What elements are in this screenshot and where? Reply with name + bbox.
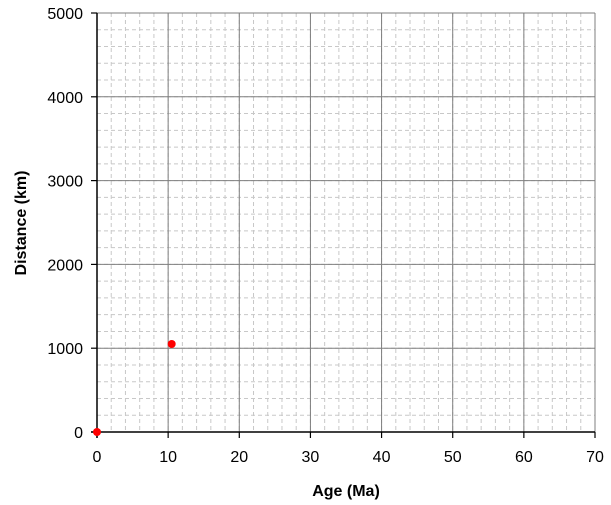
data-point bbox=[93, 428, 101, 436]
x-tick-label: 10 bbox=[159, 449, 177, 466]
x-tick-label: 70 bbox=[586, 449, 604, 466]
x-tick-label: 20 bbox=[230, 449, 248, 466]
x-tick-label: 60 bbox=[515, 449, 533, 466]
plot-area bbox=[97, 13, 595, 432]
y-tick-label: 3000 bbox=[47, 174, 83, 191]
axes bbox=[91, 12, 596, 438]
y-tick-label: 2000 bbox=[47, 257, 83, 274]
x-tick-label: 0 bbox=[93, 449, 102, 466]
x-tick-labels: 0 10 20 30 40 50 60 70 bbox=[93, 449, 604, 466]
x-tick-label: 30 bbox=[302, 449, 320, 466]
y-tick-label: 4000 bbox=[47, 90, 83, 107]
y-tick-label: 5000 bbox=[47, 6, 83, 23]
y-axis-title: Distance (km) bbox=[13, 171, 30, 276]
data-point bbox=[167, 340, 176, 349]
x-axis-title: Age (Ma) bbox=[312, 483, 380, 500]
data-points bbox=[93, 340, 176, 436]
x-tick-label: 50 bbox=[444, 449, 462, 466]
x-tick-label: 40 bbox=[373, 449, 391, 466]
y-tick-labels: 0 1000 2000 3000 4000 5000 bbox=[47, 6, 83, 442]
y-tick-label: 0 bbox=[74, 425, 83, 442]
y-tick-label: 1000 bbox=[47, 341, 83, 358]
